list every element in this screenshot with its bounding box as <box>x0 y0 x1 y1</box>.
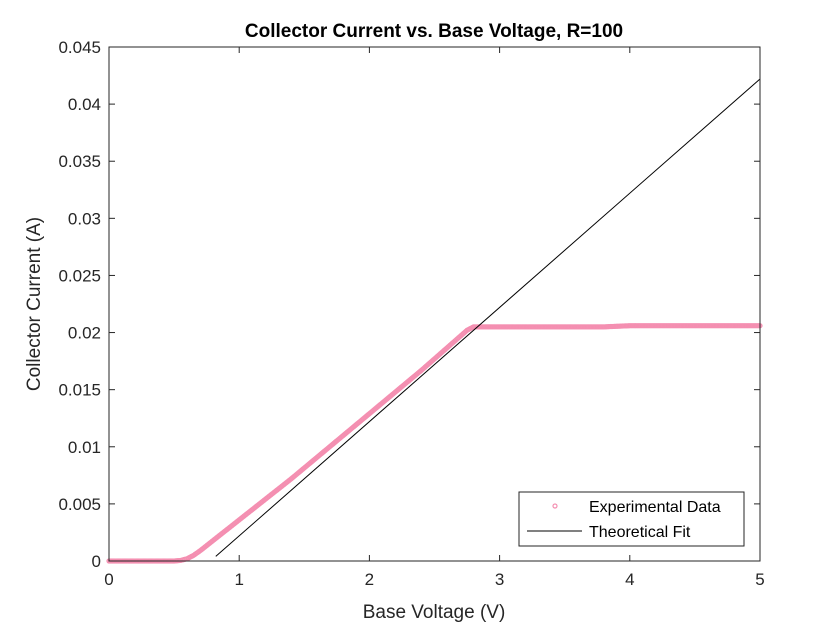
legend-box <box>518 491 745 547</box>
y-axis-ticks: 0 0.005 0.01 0.015 0.02 0.025 0.03 0.035 0.04 0.0… <box>58 38 760 571</box>
x-tick-label: 4 <box>625 570 634 589</box>
x-tick-label: 3 <box>495 570 504 589</box>
chart-title: Collector Current vs. Base Voltage, R=10… <box>245 21 623 42</box>
y-tick-label: 0.025 <box>58 266 101 285</box>
x-tick-label: 0 <box>104 570 113 589</box>
series-experimental-data <box>106 323 763 564</box>
legend-label-experimental: Experimental Data <box>589 499 721 516</box>
x-axis-label: Base Voltage (V) <box>363 602 506 623</box>
y-tick-label: 0 <box>92 552 101 571</box>
y-tick-label: 0.01 <box>68 438 101 457</box>
y-tick-label: 0.015 <box>58 381 101 400</box>
legend-marker-experimental <box>552 503 558 509</box>
series-line-theoretical-fit <box>215 78 761 557</box>
y-axis-label: Collector Current (A) <box>24 217 45 391</box>
x-tick-label: 1 <box>234 570 243 589</box>
legend-label-theoretical: Theoretical Fit <box>589 524 691 541</box>
y-tick-label: 0.045 <box>58 38 101 57</box>
y-tick-label: 0.02 <box>68 324 101 343</box>
x-tick-label: 5 <box>755 570 764 589</box>
plot-frame <box>108 46 761 562</box>
y-tick-label: 0.005 <box>58 495 101 514</box>
legend: Experimental Data Theoretical Fit <box>518 491 745 547</box>
y-tick-label: 0.035 <box>58 152 101 171</box>
plot-area <box>109 47 760 561</box>
series-layer <box>106 78 763 564</box>
y-tick-label: 0.04 <box>68 95 101 114</box>
x-tick-label: 2 <box>365 570 374 589</box>
x-axis-ticks: 0 1 2 3 4 5 <box>104 47 765 589</box>
y-tick-label: 0.03 <box>68 209 101 228</box>
